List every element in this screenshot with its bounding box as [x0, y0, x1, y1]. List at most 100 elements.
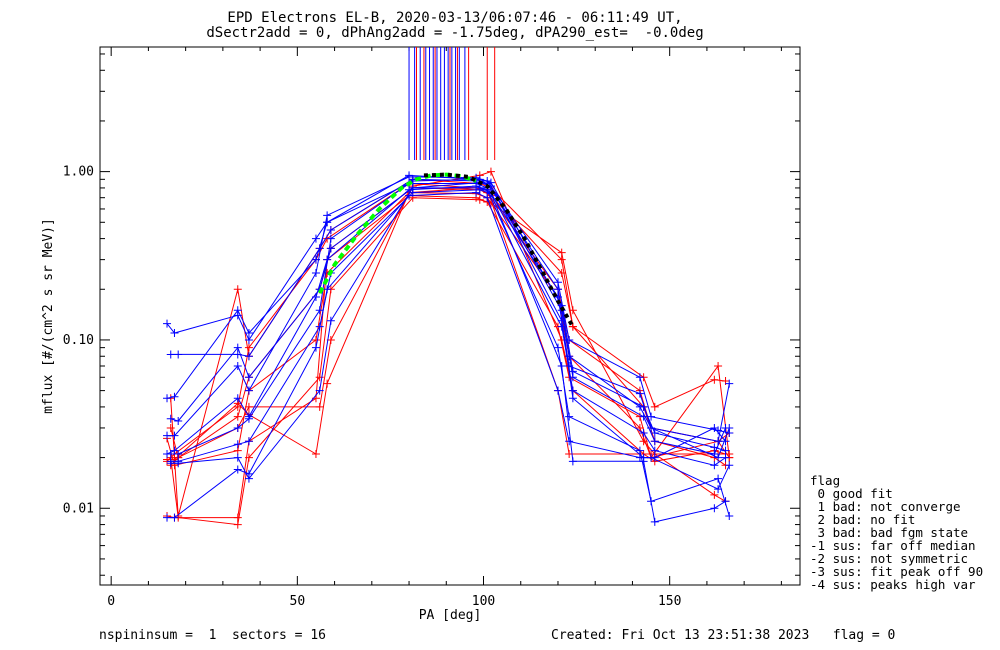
- red-series-point: [233, 520, 242, 529]
- blue-series-point: [721, 497, 730, 506]
- fit-curve-black: [423, 172, 575, 328]
- legend-item: 0 good fit: [810, 486, 893, 501]
- legend-item: -4 sus: peaks high var: [810, 577, 976, 592]
- blue-series-line: [167, 176, 730, 437]
- blue-series-point: [647, 412, 656, 421]
- blue-series-point: [405, 172, 414, 181]
- blue-series-point: [565, 335, 574, 344]
- blue-series-line: [170, 178, 726, 455]
- x-axis-label: PA [deg]: [419, 608, 482, 623]
- blue-series-point: [721, 423, 730, 432]
- blue-series-point: [244, 352, 253, 361]
- red-series-line: [170, 170, 726, 466]
- blue-series-point: [710, 504, 719, 513]
- red-series-point: [315, 373, 324, 382]
- blue-series-point: [323, 211, 332, 220]
- blue-series-point: [714, 426, 723, 435]
- blue-series-point: [639, 453, 648, 462]
- blue-series-point: [166, 450, 175, 459]
- footer-spin-info: nspininsum = 1 sectors = 16: [99, 628, 326, 643]
- blue-series-point: [553, 278, 562, 287]
- blue-series-point: [714, 474, 723, 483]
- blue-series-point: [233, 423, 242, 432]
- blue-series-point: [166, 414, 175, 423]
- blue-series-point: [568, 367, 577, 376]
- blue-series-point: [326, 316, 335, 325]
- x-tick-label: 100: [472, 594, 495, 609]
- blue-series-point: [163, 319, 172, 328]
- blue-series-point: [639, 402, 648, 411]
- blue-series-point: [233, 440, 242, 449]
- blue-series-point: [650, 428, 659, 437]
- red-series-point: [557, 255, 566, 264]
- blue-series-point: [170, 392, 179, 401]
- red-series-point: [725, 450, 734, 459]
- x-tick-label: 150: [658, 594, 681, 609]
- blue-series-point: [323, 285, 332, 294]
- blue-series-point: [710, 443, 719, 452]
- blue-series-point: [315, 386, 324, 395]
- blue-series-point: [163, 394, 172, 403]
- blue-series-point: [650, 453, 659, 462]
- blue-series-point: [170, 328, 179, 337]
- blue-series-point: [565, 412, 574, 421]
- blue-series-point: [553, 386, 562, 395]
- red-series-point: [568, 306, 577, 315]
- blue-series-point: [233, 343, 242, 352]
- blue-series-point: [650, 517, 659, 526]
- red-series-point: [244, 343, 253, 352]
- blue-series-point: [565, 437, 574, 446]
- red-series-point: [170, 455, 179, 464]
- blue-series-point: [568, 394, 577, 403]
- blue-series-point: [721, 446, 730, 455]
- blue-series-point: [233, 465, 242, 474]
- blue-series-point: [174, 459, 183, 468]
- blue-series-point: [166, 459, 175, 468]
- blue-series-point: [174, 350, 183, 359]
- blue-series-point: [174, 416, 183, 425]
- blue-series-point: [244, 373, 253, 382]
- blue-series-point: [553, 343, 562, 352]
- red-series-point: [710, 375, 719, 384]
- blue-series-point: [244, 437, 253, 446]
- red-series-point: [557, 268, 566, 277]
- red-series-point: [233, 412, 242, 421]
- blue-series-point: [725, 511, 734, 520]
- blue-series-point: [233, 453, 242, 462]
- blue-series-point: [483, 193, 492, 202]
- blue-series-point: [714, 453, 723, 462]
- blue-series-point: [233, 306, 242, 315]
- legend-item: 2 bad: no fit: [810, 512, 916, 527]
- blue-series-point: [725, 379, 734, 388]
- fit-curve-green: [317, 172, 477, 294]
- red-series-line: [170, 197, 726, 526]
- blue-series-point: [326, 234, 335, 243]
- red-series-point: [311, 450, 320, 459]
- legend-title: flag: [810, 473, 841, 488]
- blue-series-point: [166, 350, 175, 359]
- blue-series-point: [311, 234, 320, 243]
- chart-title-line2: dSectr2add = 0, dPhAng2add = -1.75deg, d…: [206, 25, 704, 41]
- blue-series-point: [244, 335, 253, 344]
- blue-series-point: [639, 412, 648, 421]
- red-series-point: [311, 335, 320, 344]
- y-tick-label: 0.10: [63, 333, 94, 348]
- red-series-point: [486, 167, 495, 176]
- red-series-point: [650, 402, 659, 411]
- legend-item: 1 bad: not converge: [810, 499, 961, 514]
- blue-series-point: [244, 414, 253, 423]
- blue-series-point: [315, 306, 324, 315]
- blue-series-point: [725, 461, 734, 470]
- blue-series-point: [635, 389, 644, 398]
- blue-series-point: [486, 178, 495, 187]
- blue-series-point: [635, 373, 644, 382]
- y-tick-label: 1.00: [63, 165, 94, 180]
- blue-series-point: [721, 437, 730, 446]
- blue-series-point: [714, 485, 723, 494]
- red-series-point: [315, 402, 324, 411]
- blue-series-point: [472, 188, 481, 197]
- red-series-point: [557, 248, 566, 257]
- blue-series-point: [244, 328, 253, 337]
- blue-series-point: [163, 431, 172, 440]
